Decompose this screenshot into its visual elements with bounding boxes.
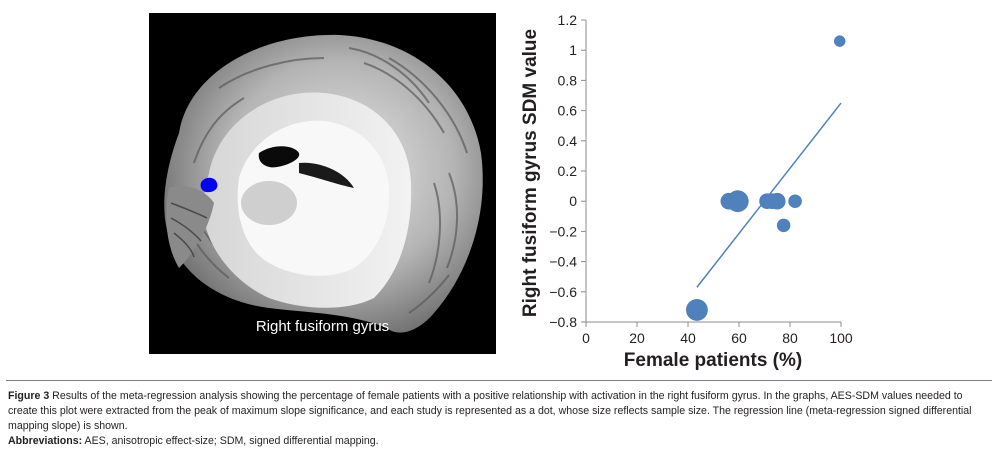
y-axis-label: Right fusiform gyrus SDM value	[520, 29, 541, 317]
y-tick-label: −0.4	[549, 254, 577, 270]
y-tick-label: 0.4	[558, 133, 578, 149]
plot-area: −0.8 −0.6 −0.4 −0.2 0 0.2 0.4 0.6 0.8 1 1.2 0 20 40 60…	[549, 12, 853, 346]
data-point	[776, 218, 791, 233]
y-tick-label: −0.2	[549, 223, 577, 239]
y-tick-label: 0.8	[558, 72, 578, 88]
x-axis-label: Female patients (%)	[624, 350, 802, 371]
highlight-region	[200, 177, 218, 193]
x-tick-label: 60	[731, 330, 747, 346]
abbreviations-text: AES, anisotropic effect-size; SDM, signe…	[82, 435, 379, 447]
x-tick-label: 80	[782, 330, 798, 346]
y-tick-label: 0.2	[558, 163, 578, 179]
y-tick-label: 1	[569, 42, 577, 58]
data-point	[788, 194, 802, 208]
y-tick-label: 1.2	[558, 12, 578, 28]
data-point	[768, 192, 786, 210]
brain-image-panel: Right fusiform gyrus	[149, 13, 496, 354]
x-tick-label: 0	[582, 330, 590, 346]
y-tick-label: 0.6	[558, 103, 578, 119]
abbreviations-label: Abbreviations:	[8, 435, 83, 447]
x-tick-label: 100	[829, 330, 853, 346]
y-tick-label: −0.8	[549, 314, 577, 330]
scatter-chart: −0.8 −0.6 −0.4 −0.2 0 0.2 0.4 0.6 0.8 1 1.2 0 20 40 60…	[520, 12, 853, 371]
brain-illustration	[164, 34, 483, 333]
data-point	[686, 299, 708, 321]
brain-region-label: Right fusiform gyrus	[255, 318, 390, 335]
x-tick-label: 40	[680, 330, 696, 346]
caption-text: Results of the meta-regression analysis …	[8, 390, 972, 432]
x-tick-label: 20	[629, 330, 645, 346]
caption-label: Figure 3	[8, 390, 50, 402]
data-point	[726, 190, 749, 213]
figure-caption: Figure 3 Results of the meta-regression …	[8, 389, 990, 449]
y-tick-label: −0.6	[549, 284, 577, 300]
y-tick-label: 0	[569, 193, 577, 209]
data-point	[834, 35, 846, 47]
caption-divider	[6, 380, 992, 381]
